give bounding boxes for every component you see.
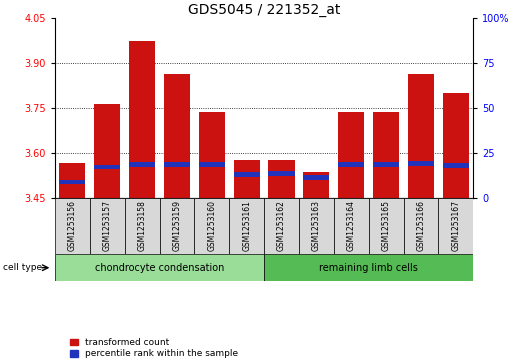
- Bar: [59, 180, 85, 184]
- Bar: [303, 172, 329, 198]
- Bar: [373, 111, 399, 198]
- Bar: [438, 198, 473, 254]
- Bar: [369, 198, 404, 254]
- Text: GSM1253158: GSM1253158: [138, 200, 146, 252]
- Bar: [94, 164, 120, 170]
- Bar: [160, 198, 195, 254]
- Bar: [268, 159, 294, 198]
- Bar: [338, 162, 365, 167]
- Bar: [234, 160, 260, 198]
- Text: chondrocyte condensation: chondrocyte condensation: [95, 263, 224, 273]
- Bar: [408, 161, 434, 166]
- Text: GSM1253162: GSM1253162: [277, 200, 286, 252]
- Bar: [164, 74, 190, 198]
- Bar: [129, 41, 155, 198]
- Title: GDS5045 / 221352_at: GDS5045 / 221352_at: [188, 3, 340, 17]
- Text: GSM1253160: GSM1253160: [207, 200, 217, 252]
- Text: cell type: cell type: [3, 263, 42, 272]
- Bar: [264, 254, 473, 281]
- Text: GSM1253164: GSM1253164: [347, 200, 356, 252]
- Bar: [268, 171, 294, 176]
- Bar: [338, 113, 365, 198]
- Bar: [55, 198, 90, 254]
- Bar: [59, 163, 85, 198]
- Bar: [199, 162, 225, 167]
- Bar: [408, 74, 434, 198]
- Legend: transformed count, percentile rank within the sample: transformed count, percentile rank withi…: [70, 338, 238, 359]
- Bar: [199, 113, 225, 198]
- Bar: [129, 162, 155, 167]
- Bar: [299, 198, 334, 254]
- Bar: [234, 172, 260, 177]
- Bar: [55, 254, 264, 281]
- Text: GSM1253159: GSM1253159: [173, 200, 181, 252]
- Bar: [373, 162, 399, 167]
- Bar: [124, 198, 160, 254]
- Text: GSM1253156: GSM1253156: [68, 200, 77, 252]
- Bar: [303, 175, 329, 180]
- Text: GSM1253167: GSM1253167: [451, 200, 460, 252]
- Bar: [164, 162, 190, 167]
- Text: remaining limb cells: remaining limb cells: [319, 263, 418, 273]
- Text: GSM1253161: GSM1253161: [242, 200, 251, 252]
- Bar: [195, 198, 229, 254]
- Bar: [94, 105, 120, 198]
- Bar: [334, 198, 369, 254]
- Bar: [404, 198, 438, 254]
- Text: GSM1253157: GSM1253157: [103, 200, 112, 252]
- Bar: [443, 93, 469, 198]
- Text: GSM1253166: GSM1253166: [416, 200, 426, 252]
- Bar: [90, 198, 124, 254]
- Bar: [443, 163, 469, 168]
- Text: GSM1253165: GSM1253165: [382, 200, 391, 252]
- Text: GSM1253163: GSM1253163: [312, 200, 321, 252]
- Bar: [264, 198, 299, 254]
- Bar: [229, 198, 264, 254]
